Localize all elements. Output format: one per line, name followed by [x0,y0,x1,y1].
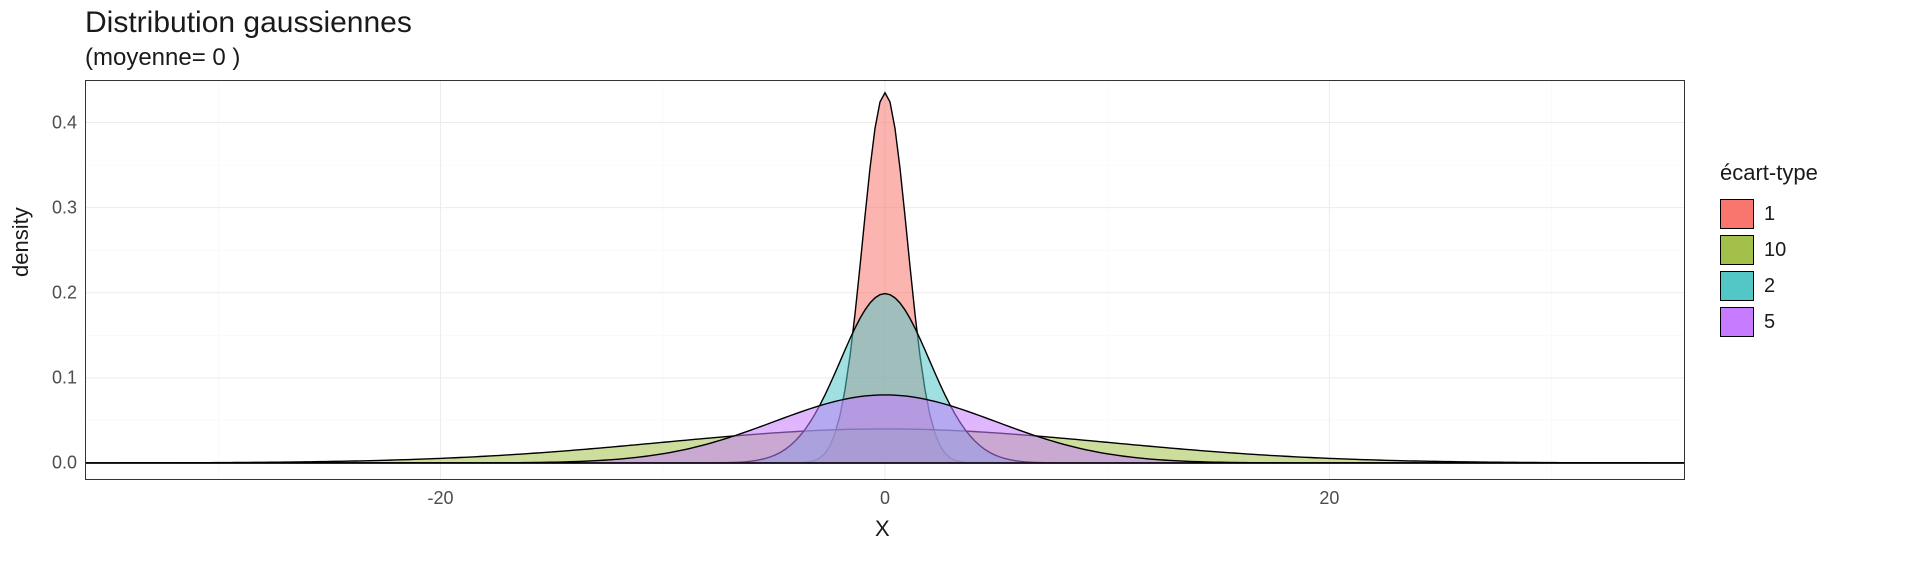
legend-item: 5 [1720,304,1818,340]
legend-swatch [1720,235,1754,265]
x-tick-label: 20 [1319,488,1339,509]
legend-label: 5 [1764,311,1775,334]
y-tick-label: 0.3 [52,197,77,218]
y-tick-label: 0.4 [52,112,77,133]
chart-title: Distribution gaussiennes [85,6,412,40]
legend-label: 1 [1764,203,1775,226]
legend-item: 1 [1720,196,1818,232]
legend-swatch [1720,199,1754,229]
y-tick-label: 0.0 [52,452,77,473]
legend-label: 10 [1764,239,1786,262]
legend: écart-type 1 10 2 5 [1720,160,1818,340]
legend-label: 2 [1764,275,1775,298]
plot-area [85,80,1685,480]
legend-swatch [1720,271,1754,301]
x-tick-label: -20 [428,488,454,509]
legend-title: écart-type [1720,160,1818,186]
chart-subtitle: (moyenne= 0 ) [85,44,240,72]
legend-swatch [1720,307,1754,337]
density-plot [85,80,1685,480]
legend-item: 10 [1720,232,1818,268]
x-tick-label: 0 [880,488,890,509]
legend-item: 2 [1720,268,1818,304]
y-tick-label: 0.2 [52,282,77,303]
y-axis-label: density [8,207,34,277]
x-axis-label: X [875,516,890,542]
y-tick-label: 0.1 [52,367,77,388]
figure: Distribution gaussiennes (moyenne= 0 ) d… [0,0,1920,576]
